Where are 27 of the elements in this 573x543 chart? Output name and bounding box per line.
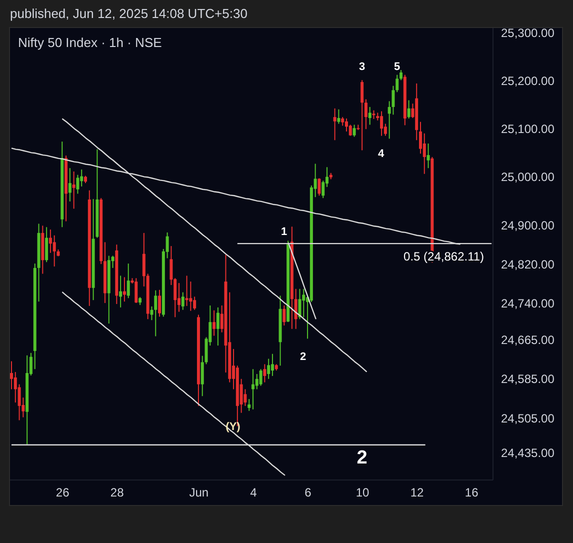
annotation: 2 <box>300 351 306 363</box>
x-tick-label: 28 <box>110 486 124 500</box>
y-tick-label: 25,300.00 <box>501 26 555 40</box>
y-tick-label: 24,900.00 <box>501 218 555 232</box>
annotation: 5 <box>394 61 400 73</box>
annotation: 1 <box>280 226 288 238</box>
y-tick-label: 24,435.00 <box>501 446 555 460</box>
y-tick-label: 24,585.00 <box>501 372 555 386</box>
annotation: 3 <box>358 61 366 73</box>
x-tick-label: 12 <box>410 486 424 500</box>
x-tick-label: 4 <box>250 486 258 500</box>
x-tick-label: 16 <box>464 486 479 500</box>
y-tick-label: 24,665.00 <box>501 332 555 347</box>
y-tick-label: 25,200.00 <box>501 74 555 88</box>
y-tick-label: 24,505.00 <box>501 412 555 426</box>
x-tick-label: 6 <box>304 486 312 500</box>
x-tick-label: 10 <box>356 486 370 500</box>
y-tick-label: 24,740.00 <box>501 296 555 310</box>
x-tick-label: 26 <box>56 486 70 500</box>
text: Nifty 50 Index · 1h · NSE <box>18 35 162 50</box>
annotation: 2 <box>356 448 368 468</box>
y-tick-label: 24,820.00 <box>501 257 555 272</box>
x-tick-label: Jun <box>189 486 209 500</box>
annotation: 4 <box>378 148 385 160</box>
y-tick-label: 25,100.00 <box>501 122 555 136</box>
text: published, Jun 12, 2025 14:08 UTC+5:30 <box>10 6 248 21</box>
y-tick-label: 25,000.00 <box>501 170 555 184</box>
